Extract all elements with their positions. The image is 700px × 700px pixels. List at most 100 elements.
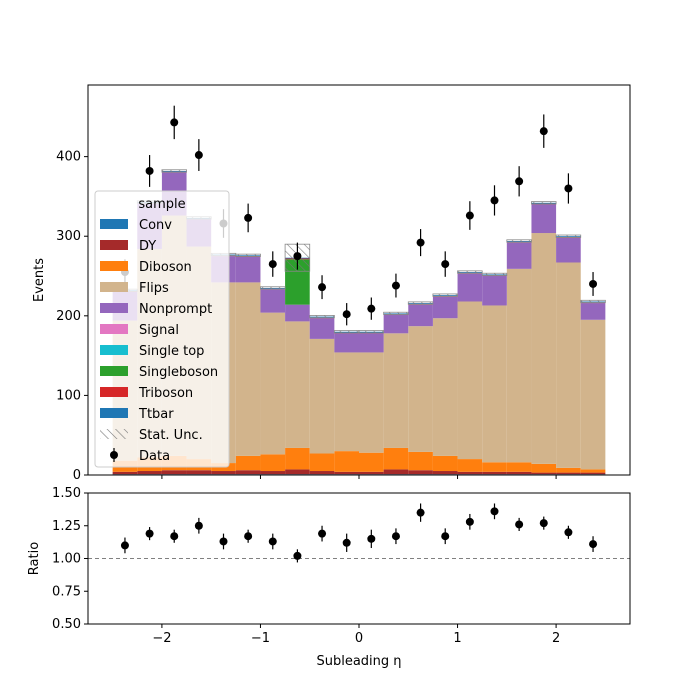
ratio-point [170, 532, 179, 541]
data-point [367, 304, 376, 313]
bar-nonprompt [260, 289, 286, 313]
legend-swatch-signal [100, 324, 128, 334]
legend-label-data: Data [139, 449, 170, 464]
y-tick-label: 300 [56, 229, 81, 244]
stat-unc-band [260, 286, 286, 290]
data-point [244, 213, 253, 222]
bar-nonprompt [506, 242, 532, 269]
data-point [391, 281, 400, 290]
ratio-point [194, 521, 203, 530]
bar-flips [359, 352, 384, 453]
stat-unc-band [555, 234, 582, 238]
bar-flips [580, 319, 606, 470]
bar-nonprompt [285, 304, 310, 322]
ratio-point [416, 508, 425, 517]
ratio-point [342, 538, 351, 547]
bar-flips [432, 318, 458, 456]
bar-flips [506, 268, 532, 463]
legend-label-single-top: Single top [139, 344, 204, 359]
ratio-panel: 0.50 0.75 1.00 1.25 1.50 −2 −1 0 1 2 Ratio Subleadi… [27, 486, 631, 669]
bar-flips [531, 233, 557, 464]
ratio-point [490, 507, 499, 516]
ratio-y-tick-label: 0.50 [52, 617, 81, 632]
bar-nonprompt [580, 303, 606, 320]
bar-diboson [359, 452, 384, 472]
bar-diboson [457, 459, 483, 472]
legend-label-nonprompt: Nonprompt [139, 302, 212, 317]
bar-flips [457, 301, 483, 460]
data-point [490, 196, 499, 205]
ratio-y-axis-label: Ratio [27, 542, 42, 575]
bar-dy [309, 471, 335, 475]
stat-unc-band [309, 315, 335, 319]
bar-dy [137, 471, 162, 475]
data-point [342, 310, 351, 319]
stat-unc-band [506, 239, 532, 243]
stat-unc-band [580, 299, 606, 304]
data-point [515, 177, 524, 186]
y-tick-label: 100 [56, 388, 81, 403]
bar-dy [556, 472, 581, 475]
data-point [170, 118, 179, 127]
bar-flips [482, 305, 507, 463]
legend-swatch-diboson [100, 261, 128, 271]
legend-box [94, 190, 230, 468]
bar-flips [235, 282, 261, 456]
bar-diboson [408, 451, 433, 471]
legend-label-singleboson: Singleboson [139, 365, 218, 380]
bar-dy [432, 471, 458, 475]
bar-flips [334, 352, 359, 452]
bar-dy [260, 471, 286, 475]
bar-dy [285, 469, 310, 475]
bar-dy [186, 470, 212, 475]
bar-flips [260, 312, 286, 455]
ratio-point [293, 551, 302, 560]
bar-dy [506, 471, 532, 475]
ratio-x-tick-label: 0 [355, 631, 363, 646]
ratio-y-tick-label: 1.00 [52, 552, 81, 567]
legend-swatch-nonprompt [100, 303, 128, 313]
bar-dy [408, 470, 433, 475]
ratio-point [219, 537, 228, 546]
bar-dy [457, 471, 483, 475]
data-point [145, 166, 154, 175]
ratio-y-tick-label: 1.50 [52, 486, 81, 501]
y-tick-label: 0 [73, 468, 81, 483]
bar-nonprompt [457, 273, 483, 302]
legend-swatch-singleboson [100, 366, 128, 376]
ratio-point [244, 532, 253, 541]
bar-flips [408, 326, 433, 452]
x-axis-label: Subleading η [316, 654, 401, 669]
bar-nonprompt [235, 256, 261, 283]
ratio-point [589, 540, 598, 549]
legend-swatch-ttbar [100, 408, 128, 418]
bar-dy [482, 471, 507, 475]
bar-dy [580, 472, 606, 475]
ratio-point [539, 519, 548, 528]
stat-unc-band [407, 301, 434, 305]
bar-nonprompt [408, 304, 433, 327]
y-tick-label: 400 [56, 150, 81, 165]
data-point [564, 184, 573, 193]
ratio-point [515, 520, 524, 529]
bar-nonprompt [359, 333, 384, 353]
bar-diboson [285, 447, 310, 470]
bar-nonprompt [556, 237, 581, 263]
data-point [318, 283, 327, 292]
ratio-point [465, 517, 474, 526]
data-point [465, 211, 474, 220]
ratio-point [564, 528, 573, 537]
bar-nonprompt [531, 204, 557, 234]
legend-title: sample [138, 197, 185, 212]
stat-unc-band [383, 311, 409, 316]
bar-flips [285, 321, 310, 448]
bar-nonprompt [309, 318, 335, 339]
ratio-x-tick-label: −2 [152, 631, 171, 646]
bar-nonprompt [383, 315, 409, 334]
stat-unc-band [235, 253, 261, 257]
legend-label-dy: DY [139, 239, 156, 254]
data-point [441, 260, 450, 269]
stat-unc-band [333, 330, 360, 334]
bar-dy [531, 472, 557, 475]
